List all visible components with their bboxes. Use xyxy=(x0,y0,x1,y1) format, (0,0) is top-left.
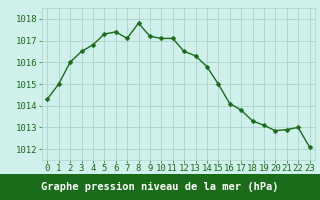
Text: Graphe pression niveau de la mer (hPa): Graphe pression niveau de la mer (hPa) xyxy=(41,182,279,192)
